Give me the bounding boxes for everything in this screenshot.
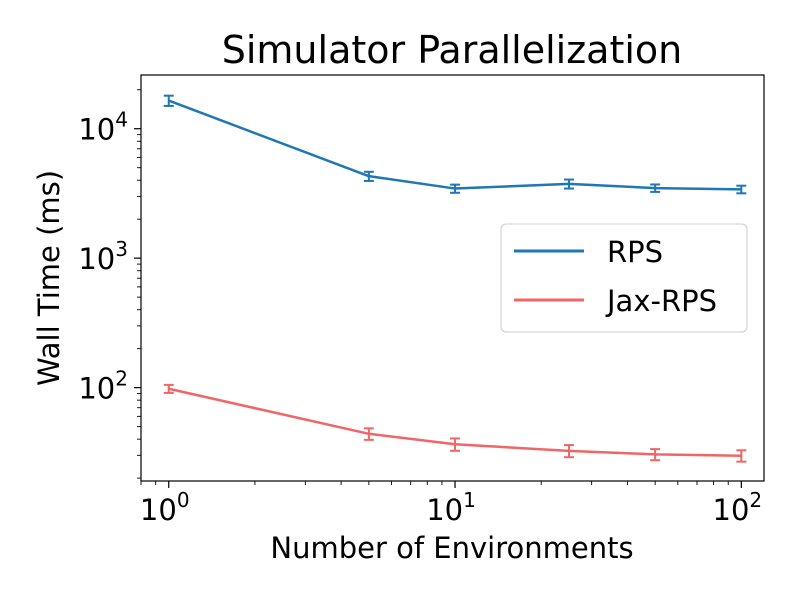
chart-title: Simulator Parallelization: [222, 28, 683, 72]
y-axis-ticks: 102 103 104: [78, 89, 141, 479]
error-bar-rps: [736, 184, 747, 195]
error-bar-rps: [363, 170, 374, 182]
error-bar-rps: [450, 183, 461, 194]
y-tick-label: 104: [78, 108, 128, 147]
error-bar-jax-rps: [563, 444, 574, 459]
error-bar-rps: [563, 178, 574, 190]
error-bar-jax-rps: [736, 449, 747, 463]
legend: RPS Jax-RPS: [500, 223, 748, 333]
error-bar-jax-rps: [163, 383, 174, 394]
series-line-jax-rps: [168, 387, 742, 457]
x-tick-label: 100: [140, 488, 190, 527]
y-tick-label: 103: [78, 237, 128, 276]
y-axis-label: Wall Time (ms): [32, 170, 66, 386]
legend-label-rps: RPS: [607, 235, 663, 269]
x-axis-ticks: 100 101 102: [140, 481, 762, 527]
error-bar-rps: [163, 94, 174, 107]
y-tick-label: 102: [78, 367, 128, 406]
x-axis-label: Number of Environments: [270, 531, 633, 565]
series-line-rps: [168, 99, 742, 191]
legend-label-jax-rps: Jax-RPS: [605, 284, 717, 318]
x-tick-label: 101: [426, 488, 476, 527]
error-bar-jax-rps: [450, 437, 461, 452]
plot-area: [163, 94, 747, 463]
error-bar-jax-rps: [650, 448, 661, 462]
error-bar-rps: [650, 183, 661, 193]
x-tick-label: 102: [713, 488, 763, 527]
error-bar-jax-rps: [363, 427, 374, 441]
